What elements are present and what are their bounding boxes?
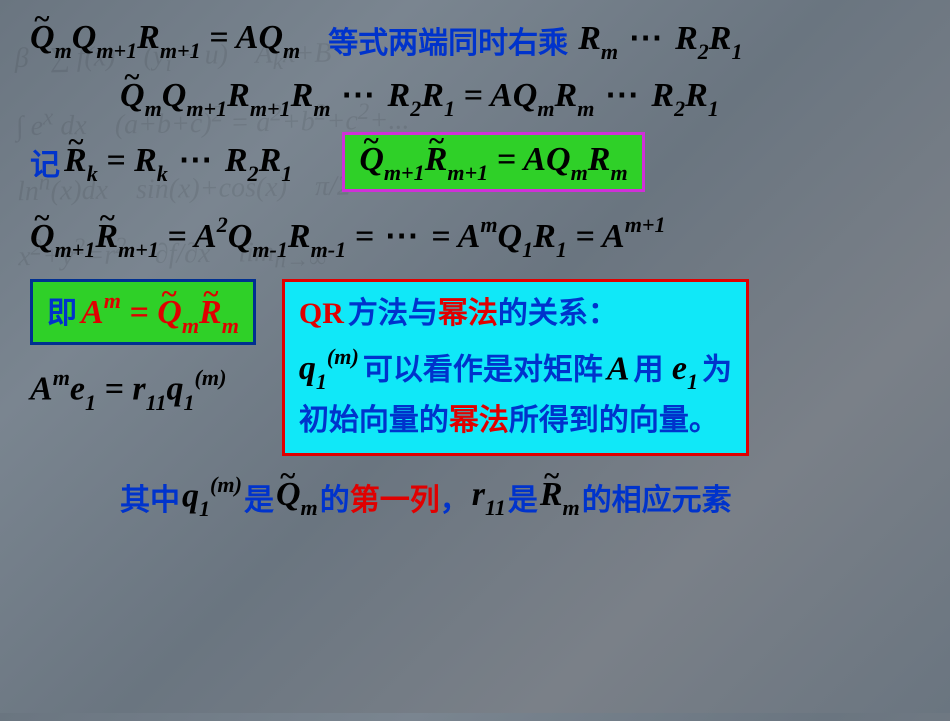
box-cyan-red: QR 方法与幂法的关系： q1(m) 可以看作是对矩阵 A 用 e1 为 初始向… (282, 279, 749, 456)
equation-line-2: QmQm+1Rm+1Rm ⋯ R2R1 = AQmRm ⋯ R2R1 (30, 75, 920, 120)
eq3-def: Rk = Rk ⋯ R2R1 (64, 140, 292, 185)
label-ji: 记 (30, 140, 60, 184)
row-boxes: 即 Am = QmRm Ame1 = r11q1(m) QR 方法与幂法的关系：… (30, 279, 920, 456)
slide-content: QmQm+1Rm+1 = AQm 等式两端同时右乘 Rm ⋯ R2R1 QmQm… (0, 0, 950, 713)
equation-line-3: 记 Rk = Rk ⋯ R2R1 Qm+1Rm+1 = AQmRm (30, 132, 920, 193)
box-green-darkblue: 即 Am = QmRm (30, 279, 256, 346)
equation-line-4: Qm+1Rm+1 = A2Qm-1Rm-1 = ⋯ = AmQ1R1 = Am+… (30, 214, 920, 260)
equation-line-1: QmQm+1Rm+1 = AQm 等式两端同时右乘 Rm ⋯ R2R1 (30, 18, 920, 63)
equation-line-7: 其中 q1(m) 是 Qm 的 第一列 ， r11 是 Rm 的相应元素 (30, 474, 920, 520)
cyan-qr: QR (299, 297, 344, 330)
eq1-note: 等式两端同时右乘 (328, 18, 568, 62)
eq1-right: Rm ⋯ R2R1 (578, 18, 742, 63)
box-green-magenta: Qm+1Rm+1 = AQmRm (342, 132, 644, 193)
label-ji2: 即 (47, 297, 77, 330)
eq6: Ame1 = r11q1(m) (30, 367, 256, 413)
eq1-left: QmQm+1Rm+1 = AQm (30, 19, 300, 62)
